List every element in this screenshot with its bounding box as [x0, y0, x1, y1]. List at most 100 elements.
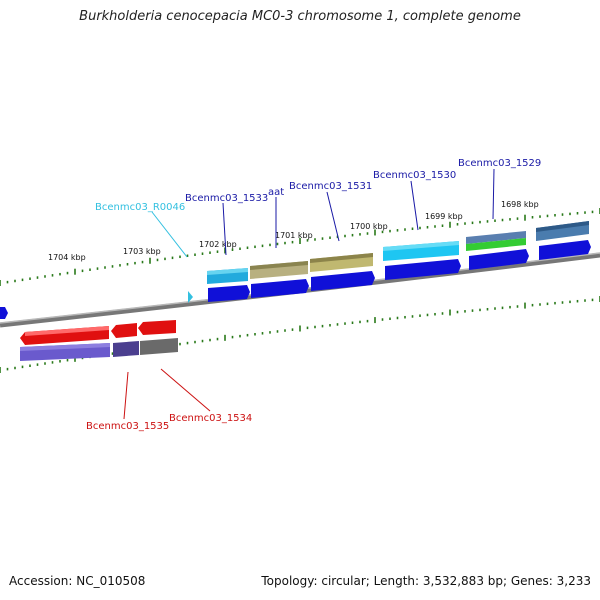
- scale-tick: [254, 245, 256, 249]
- scale-label: 1701 kbp: [275, 231, 313, 240]
- scale-tick: [6, 280, 9, 284]
- gene-cog-bar[interactable]: [140, 338, 178, 355]
- scale-tick: [539, 303, 541, 306]
- scale-tick: [156, 258, 159, 262]
- scale-tick: [216, 337, 219, 341]
- scale-tick: [59, 272, 61, 276]
- scale-tick: [224, 247, 226, 254]
- scale-tick: [314, 325, 316, 329]
- scale-tick: [179, 255, 181, 259]
- scale-tick: [51, 274, 54, 277]
- scale-tick: [426, 225, 429, 229]
- scale-tick: [591, 210, 594, 214]
- gene-label-aat[interactable]: aat: [268, 187, 284, 198]
- scale-tick: [419, 314, 421, 317]
- scale-tick: [246, 246, 249, 250]
- scale-tick: [344, 322, 346, 325]
- scale-tick: [381, 230, 384, 234]
- scale-tick: [14, 366, 16, 370]
- scale-tick: [194, 340, 196, 344]
- scale-tick: [291, 328, 294, 331]
- scale-tick: [111, 265, 114, 268]
- label-leader: [222, 202, 227, 256]
- cds-arrow[interactable]: [208, 285, 250, 302]
- scale-tick: [216, 250, 219, 253]
- scale-tick: [584, 211, 586, 214]
- scale-tick: [456, 310, 459, 314]
- label-leader: [160, 368, 211, 412]
- scale-tick: [351, 233, 354, 237]
- scale-tick: [434, 312, 436, 316]
- scale-tick: [126, 262, 129, 266]
- scale-tick: [6, 367, 9, 371]
- cds-arrow[interactable]: [251, 279, 309, 298]
- scale-tick: [36, 276, 39, 279]
- scale-tick: [351, 321, 354, 325]
- scale-tick: [561, 301, 564, 304]
- scale-tick: [524, 302, 526, 309]
- scale-tick: [186, 341, 189, 345]
- scale-tick: [261, 244, 264, 248]
- scale-tick: [299, 238, 301, 244]
- scale-tick: [591, 298, 594, 302]
- gene-label-1534[interactable]: Bcenmc03_1534: [169, 413, 252, 424]
- gene-cog-bar[interactable]: [466, 231, 526, 244]
- scale-tick: [329, 236, 331, 239]
- gene-label-r0046[interactable]: Bcenmc03_R0046: [95, 202, 185, 213]
- map-title: Burkholderia cenocepacia MC0-3 chromosom…: [79, 9, 521, 24]
- gene-label-1529[interactable]: Bcenmc03_1529: [458, 158, 541, 169]
- scale-tick: [539, 215, 541, 218]
- scale-tick: [284, 329, 286, 332]
- scale-tick: [554, 301, 556, 305]
- scale-tick: [74, 268, 76, 275]
- gene-cog-bar[interactable]: [113, 341, 139, 357]
- scale-tick: [261, 332, 264, 335]
- scale-tick: [201, 252, 204, 255]
- scale-tick: [231, 335, 234, 339]
- scale-tick: [584, 299, 586, 302]
- scale-tick: [411, 315, 414, 318]
- scale-tick: [404, 315, 406, 319]
- scale-tick: [201, 339, 204, 343]
- gene-label-1530[interactable]: Bcenmc03_1530: [373, 170, 456, 181]
- gene-label-1533[interactable]: Bcenmc03_1533: [185, 193, 268, 204]
- scale-tick: [209, 338, 211, 342]
- scale-tick: [569, 300, 571, 304]
- scale-tick: [374, 317, 376, 324]
- scale-tick: [299, 325, 301, 332]
- scale-tick: [494, 219, 496, 222]
- scale-tick: [441, 312, 444, 315]
- cds-arrow[interactable]: [469, 249, 529, 270]
- gene-label-1531[interactable]: Bcenmc03_1531: [289, 181, 372, 192]
- scale-label: 1699 kbp: [425, 212, 463, 221]
- scale-tick: [576, 211, 579, 215]
- cds-arrow-reverse[interactable]: [138, 320, 176, 335]
- cds-arrow[interactable]: [385, 259, 461, 280]
- cds-arrow-reverse[interactable]: [111, 323, 137, 338]
- scale-tick: [561, 213, 564, 216]
- scale-tick: [456, 223, 459, 226]
- scale-tick: [419, 226, 421, 230]
- scale-tick: [396, 229, 399, 232]
- cds-arrow[interactable]: [539, 240, 591, 260]
- scale-tick: [546, 302, 549, 306]
- scale-tick: [509, 305, 511, 309]
- scale-tick: [66, 358, 69, 362]
- scale-tick: [486, 307, 489, 311]
- scale-tick: [374, 229, 376, 236]
- label-leader: [410, 180, 419, 231]
- rna-marker[interactable]: [188, 291, 193, 303]
- scale-tick: [306, 239, 309, 242]
- scale-tick: [531, 303, 534, 307]
- scale-tick: [569, 212, 571, 216]
- scale-tick: [344, 234, 346, 238]
- scale-tick: [576, 299, 579, 303]
- scale-tick: [0, 367, 1, 373]
- scale-tick: [36, 363, 39, 366]
- cds-arrow[interactable]: [311, 271, 375, 291]
- gene-label-1535[interactable]: Bcenmc03_1535: [86, 421, 169, 432]
- scale-tick: [426, 313, 429, 317]
- label-leader: [492, 168, 495, 220]
- edge-gene-arrow[interactable]: [0, 307, 8, 319]
- lower-scale-track: [0, 296, 600, 373]
